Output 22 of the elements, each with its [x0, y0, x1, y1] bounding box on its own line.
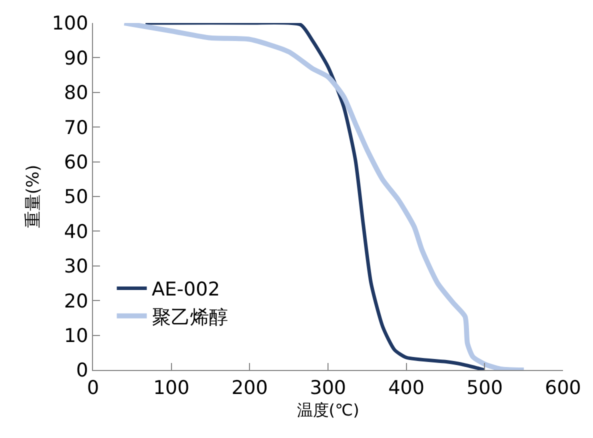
legend-label: AE-002 [152, 278, 220, 301]
y-tick-label: 20 [64, 290, 88, 312]
y-tick-label: 60 [64, 151, 88, 174]
y-tick-label: 70 [64, 116, 88, 139]
x-tick-label: 600 [544, 376, 582, 399]
y-tick-label: 40 [64, 220, 88, 243]
line-series [144, 23, 486, 370]
y-axis-title: 重量(%) [23, 164, 44, 228]
y-tick-label: 0 [76, 360, 88, 382]
y-tick-label: 30 [64, 256, 88, 278]
x-tick-label: 400 [388, 376, 424, 399]
legend-label: 聚乙烯醇 [152, 306, 228, 328]
x-tick-label: 200 [232, 376, 268, 399]
y-tick-label: 50 [64, 186, 88, 208]
x-axis-title: 温度(℃) [296, 400, 360, 420]
y-tick-label: 90 [64, 47, 88, 70]
x-tick-label: 300 [310, 376, 346, 399]
x-tick-label: 500 [466, 376, 503, 399]
y-tick-label: 100 [52, 12, 88, 35]
y-tick-label: 10 [64, 324, 88, 347]
x-tick-label: 100 [153, 376, 190, 399]
y-tick-label: 80 [64, 82, 88, 104]
